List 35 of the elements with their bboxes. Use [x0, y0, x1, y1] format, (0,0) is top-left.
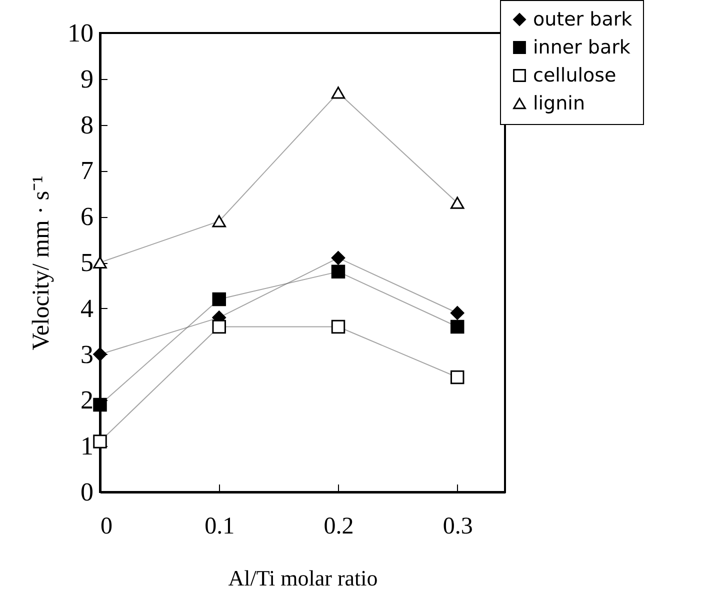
legend-label: lignin: [533, 92, 585, 114]
point: [331, 264, 346, 279]
point: [212, 320, 226, 334]
legend-label: inner bark: [533, 36, 630, 58]
point: [331, 251, 346, 265]
y-tick-label: 10: [68, 18, 94, 48]
point: [450, 370, 464, 384]
y-tick-label: 8: [80, 110, 94, 140]
point: [93, 398, 107, 412]
y-tick-label: 7: [80, 156, 94, 186]
y-tick-label: 1: [80, 432, 94, 461]
point: [450, 306, 464, 320]
legend-label: outer bark: [533, 8, 632, 30]
point: [331, 86, 346, 99]
x-tick-label: 0.2: [324, 514, 354, 540]
y-tick-label: 0: [80, 478, 94, 506]
point: [212, 215, 226, 228]
y-tick-label: 6: [80, 202, 94, 232]
point: [331, 320, 346, 334]
y-tick-label: 5: [80, 248, 94, 277]
y-tick-label: 4: [80, 294, 94, 323]
x-axis-title: Al/Ti molar ratio: [228, 566, 378, 590]
point: [450, 320, 464, 334]
y-tick-label: 3: [80, 340, 94, 369]
legend-label: cellulose: [533, 64, 616, 86]
x-tick-label: 0.3: [442, 514, 473, 540]
y-tick-label: 2: [80, 386, 94, 415]
point: [212, 292, 226, 306]
y-axis-title: Velocity/ mm · s⁻¹: [28, 176, 54, 350]
x-tick-label: 0.1: [204, 514, 235, 540]
point: [93, 347, 107, 362]
point: [93, 434, 107, 448]
y-tick-label: 9: [80, 64, 94, 94]
x-tick-label: 0: [100, 514, 112, 540]
point: [450, 196, 464, 209]
